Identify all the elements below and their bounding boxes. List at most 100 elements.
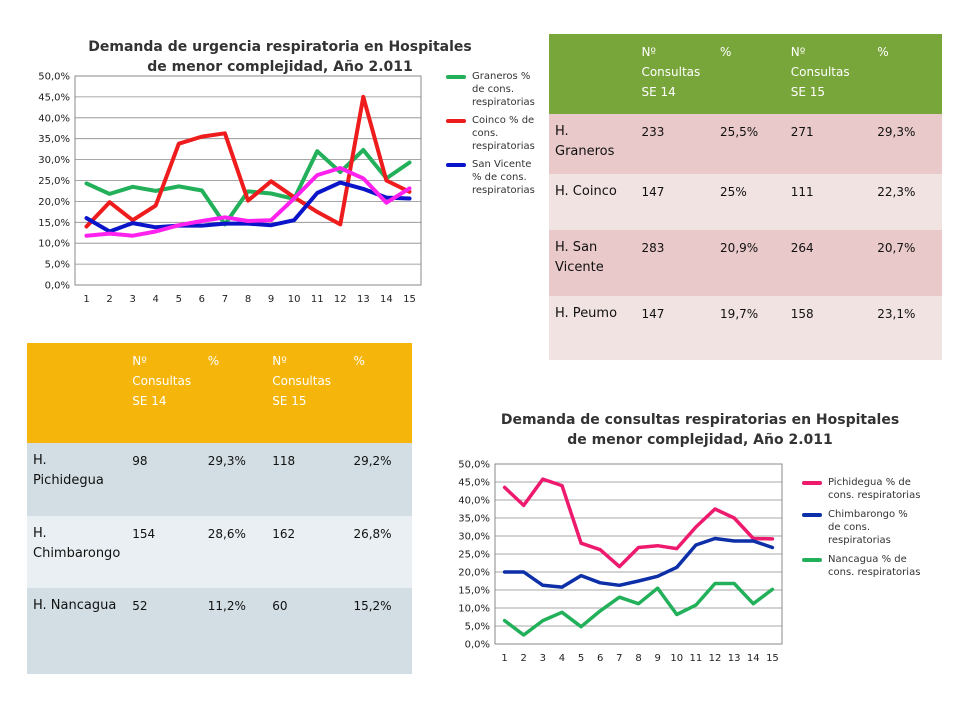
table-bottom-value-cell: 154: [132, 527, 156, 541]
chart1-legend-swatch: [446, 75, 466, 79]
chart1-ytick-label: 0,0%: [45, 281, 70, 292]
table-top-hospital-cell: H. Coinco: [555, 184, 617, 199]
table-bottom-value-cell: 28,6%: [207, 527, 246, 541]
chart1-ytick-label: 50,0%: [38, 72, 70, 83]
chart1-legend-label: Graneros % de cons. respiratorias: [472, 71, 535, 108]
table-top-header-cell: Nº Consultas SE 14: [641, 45, 701, 99]
table-top-value-cell: 25%: [720, 185, 747, 199]
chart2-ytick-label: 20,0%: [458, 568, 490, 579]
chart1-ytick-label: 40,0%: [38, 113, 70, 124]
chart1-ytick-label: 45,0%: [38, 92, 70, 103]
table-bottom-header-cell: Nº Consultas SE 14: [132, 354, 192, 408]
chart1-xtick-label: 7: [222, 294, 228, 305]
chart2-ytick-label: 30,0%: [458, 532, 490, 543]
table-bottom-value-cell: 11,2%: [207, 599, 246, 613]
chart2-ytick-label: 25,0%: [458, 550, 490, 561]
chart2-ytick-label: 50,0%: [458, 460, 490, 471]
chart2-legend-item: Nancagua % de cons. respiratorias: [802, 553, 922, 579]
table-bottom-value-cell: 118: [272, 454, 296, 468]
chart1-legend-item: Graneros % de cons. respiratorias: [446, 70, 535, 109]
chart1-xtick-label: 13: [357, 294, 370, 305]
table-top-value-cell: 147: [641, 185, 665, 199]
chart1-series-line-3: [84, 180, 412, 234]
table-top-value-cell: 264: [790, 241, 814, 255]
table-top-value-cell: 23,1%: [877, 307, 916, 321]
table-top-header-cell: %: [720, 45, 732, 59]
chart2-xtick-label: 10: [670, 653, 683, 664]
chart1-ytick-label: 5,0%: [45, 260, 70, 271]
table-top-value-cell: 20,9%: [720, 241, 759, 255]
chart2-xtick-label: 1: [501, 653, 507, 664]
chart2-legend-item: Chimbarongo % de cons. respiratorias: [802, 508, 922, 547]
chart1-legend: Graneros % de cons. respiratorias Coinco …: [446, 70, 535, 202]
chart2-legend-label: Pichidegua % de cons. respiratorias: [828, 477, 921, 501]
table-bottom: Nº Consultas SE 14% Nº Consultas SE 15% H.…: [27, 343, 412, 674]
chart2-xtick-label: 5: [578, 653, 584, 664]
table-bottom-header-cell: Nº Consultas SE 15: [272, 354, 332, 408]
table-bottom-hospital-cell: H. Nancagua: [33, 598, 117, 613]
table-bottom-row: H. Pichidegua 98 29,3% 118 29,2%: [27, 443, 412, 516]
table-top-row: H. Coinco 147 25% 111 22,3%: [549, 174, 942, 230]
chart1-legend-label: Coinco % de cons. respiratorias: [472, 115, 535, 152]
table-top-value-cell: 29,3%: [877, 125, 916, 139]
chart2-xtick-label: 8: [635, 653, 641, 664]
table-top-value-cell: 283: [641, 241, 665, 255]
table-bottom-row: H. Chimbarongo 154 28,6% 162 26,8%: [27, 516, 412, 588]
table-bottom-value-cell: 52: [132, 599, 148, 613]
table-top-value-cell: 158: [790, 307, 814, 321]
chart1-xtick-label: 6: [199, 294, 205, 305]
table-top-row: H. Peumo 147 19,7% 158 23,1%: [549, 296, 942, 360]
table-top-value-cell: 147: [641, 307, 665, 321]
chart2-ytick-label: 15,0%: [458, 586, 490, 597]
table-bottom-value-cell: 98: [132, 454, 148, 468]
table-bottom-header-cell: %: [353, 354, 365, 368]
chart1-series-line-4: [84, 166, 412, 238]
chart1-series-line-1: [84, 148, 412, 227]
chart2-xtick-label: 7: [616, 653, 622, 664]
chart1-legend-label: San Vicente % de cons. respiratorias: [472, 159, 535, 196]
chart2-xtick-label: 12: [709, 653, 722, 664]
chart1: 0,0% 5,0% 10,0% 15,0% 20,0% 25,0% 30,0% 35,0% 40…: [0, 0, 440, 330]
table-bottom-value-cell: 60: [272, 599, 288, 613]
chart2-xtick-label: 6: [597, 653, 603, 664]
chart2-series-line-2: [502, 536, 775, 589]
chart2-xtick-label: 11: [690, 653, 703, 664]
table-bottom-header-row: Nº Consultas SE 14% Nº Consultas SE 15%: [27, 343, 412, 443]
chart2-title: Demanda de consultas respiratorias en Ho…: [500, 412, 900, 448]
table-top-value-cell: 233: [641, 125, 665, 139]
table-bottom-value-cell: 26,8%: [353, 527, 392, 541]
chart1-xtick-label: 15: [403, 294, 416, 305]
chart1-ytick-label: 10,0%: [38, 239, 70, 250]
table-top-row: H. Graneros 233 25,5% 271 29,3%: [549, 114, 942, 174]
table-bottom-row: H. Nancagua 52 11,2% 60 15,2%: [27, 588, 412, 674]
table-top-value-cell: 22,3%: [877, 185, 916, 199]
chart2-xtick-label: 14: [747, 653, 760, 664]
chart1-legend-swatch: [446, 119, 466, 123]
chart2-xtick-label: 2: [521, 653, 527, 664]
chart2-xtick-label: 9: [654, 653, 660, 664]
chart2-legend-swatch: [802, 513, 822, 517]
table-bottom-value-cell: 29,2%: [353, 454, 392, 468]
chart1-legend-swatch: [446, 163, 466, 167]
chart1-xtick-label: 9: [268, 294, 274, 305]
table-top-header-cell: Nº Consultas SE 15: [790, 45, 850, 99]
table-bottom-header-cell: %: [207, 354, 220, 368]
chart1-legend-item: Coinco % de cons. respiratorias: [446, 114, 535, 153]
table-bottom-value-cell: 15,2%: [353, 599, 392, 613]
chart2-ytick-label: 45,0%: [458, 478, 490, 489]
table-top-header-row: Nº Consultas SE 14% Nº Consultas SE 15%: [549, 34, 942, 114]
chart1-xtick-label: 12: [334, 294, 347, 305]
chart1-xtick-label: 14: [380, 294, 393, 305]
chart2-series-line-3: [502, 581, 775, 637]
chart1-xtick-label: 3: [129, 294, 135, 305]
chart1-xtick-label: 2: [106, 294, 112, 305]
chart2-ytick-label: 40,0%: [458, 496, 490, 507]
chart2-legend-item: Pichidegua % de cons. respiratorias: [802, 476, 922, 502]
table-bottom-value-cell: 29,3%: [207, 454, 246, 468]
chart2-legend-swatch: [802, 481, 822, 485]
table-bottom-hospital-cell: H. Pichidegua: [33, 453, 104, 488]
table-top-row: H. San Vicente 283 20,9% 264 20,7%: [549, 230, 942, 296]
chart2-ytick-label: 5,0%: [465, 622, 490, 633]
chart2-legend-label: Chimbarongo % de cons. respiratorias: [828, 509, 908, 546]
